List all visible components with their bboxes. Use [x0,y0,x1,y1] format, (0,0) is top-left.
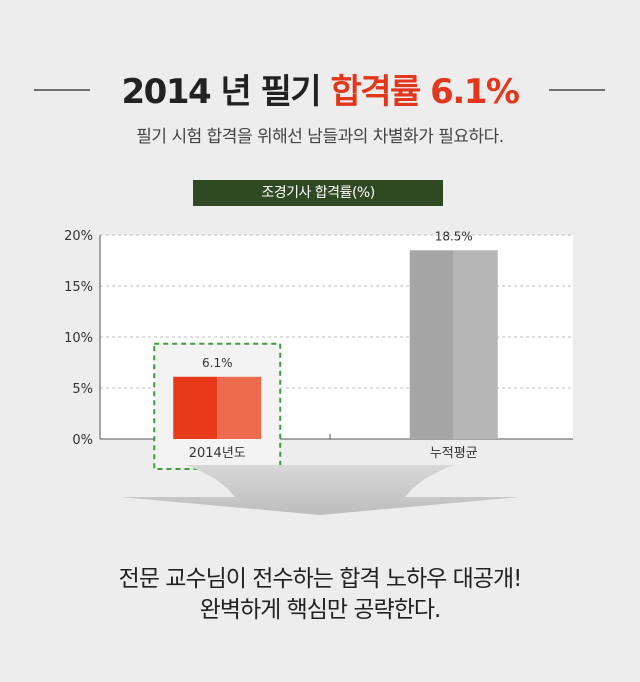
y-tick-label: 10% [64,331,93,346]
bar-chart: 0% 5% 10% 15% 20% 6.1% 2014년도 18.5% 누적평균 [64,229,573,470]
page-title: 2014 년 필기 합격률 6.1% [0,64,640,113]
data-label: 18.5% [435,229,473,243]
chart-title-badge: 조경기사 합격률(%) [193,180,443,206]
bar-shade [217,376,262,439]
title-rule-left [34,89,90,91]
y-tick-label: 0% [72,433,93,448]
footer-line-2: 완벽하게 핵심만 공략한다. [199,597,442,623]
bar [409,250,454,439]
x-tick-label: 누적평균 [430,446,478,461]
bar-shade [453,250,498,439]
page-subtitle: 필기 시험 합격을 위해선 남들과의 차별화가 필요하다. [136,127,504,147]
bar [173,376,218,439]
down-arrow-icon [120,465,520,515]
footer-text: 전문 교수님이 전수하는 합격 노하우 대공개! 완벽하게 핵심만 공략한다. [0,564,640,626]
footer-line-1: 전문 교수님이 전수하는 합격 노하우 대공개! [118,566,523,592]
title-main: 2014 년 필기 [121,72,331,112]
x-tick-label: 2014년도 [189,446,246,461]
title-rule-right [549,89,605,91]
y-tick-label: 5% [72,382,93,397]
data-label: 6.1% [202,356,233,370]
title-accent: 합격률 6.1% [330,72,520,112]
y-tick-label: 20% [64,229,93,244]
y-tick-label: 15% [64,280,93,295]
